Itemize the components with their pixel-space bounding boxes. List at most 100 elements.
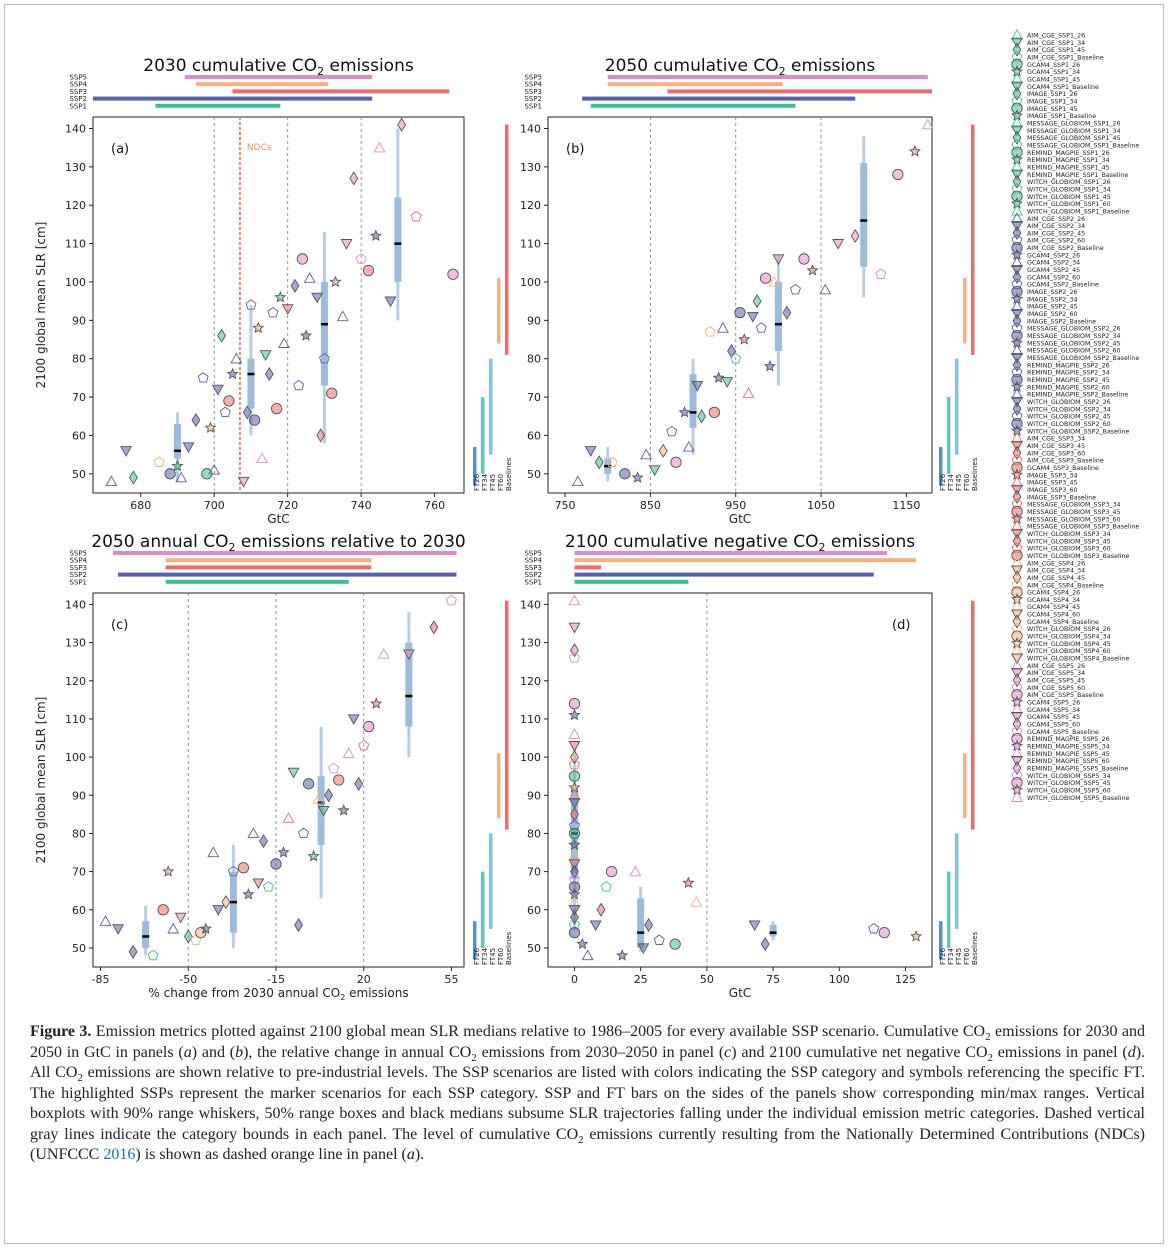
x-tick-label: -85 xyxy=(92,973,110,986)
data-point xyxy=(666,425,678,437)
data-point xyxy=(682,440,695,452)
legend-entry: IMAGE_SSP1_45 xyxy=(1027,106,1077,113)
data-point xyxy=(619,468,631,480)
legend-entry: WITCH_GLOBIOM_SSP5_Baseline xyxy=(1027,795,1129,802)
data-point xyxy=(182,442,195,454)
data-point xyxy=(337,804,350,816)
subscript: 2 xyxy=(77,1072,83,1085)
ft-bar xyxy=(481,871,485,948)
legend-entry: AIM_CGE_SSP3_Baseline xyxy=(1027,458,1104,465)
x-label-text: % change from 2030 annual CO xyxy=(148,986,340,1000)
data-point xyxy=(237,862,250,874)
data-point xyxy=(910,930,923,942)
ft-bar-label: Baselines xyxy=(505,457,513,491)
ft-bar-label: FT26 xyxy=(473,947,481,965)
y-tick-label: 110 xyxy=(65,238,86,251)
data-point xyxy=(712,371,725,384)
legend-entry: WITCH_GLOBIOM_SSP1_34 xyxy=(1027,186,1111,193)
caption-part: ) and ( xyxy=(191,1043,236,1061)
y-tick-label: 80 xyxy=(527,827,541,840)
legend-entry: AIM_CGE_SSP2_45 xyxy=(1027,230,1085,237)
ft-bar xyxy=(497,278,501,344)
y-tick-label: 130 xyxy=(65,637,86,650)
data-point xyxy=(648,465,661,477)
data-point xyxy=(570,910,579,925)
data-point xyxy=(369,229,382,242)
caption-part: emissions in panel ( xyxy=(993,1043,1128,1061)
data-point xyxy=(410,211,422,222)
data-point xyxy=(600,881,612,892)
caption-panel-ref: c xyxy=(724,1043,732,1061)
plot-frame xyxy=(92,592,465,968)
data-point xyxy=(1012,130,1022,145)
caption-part: ), the relative change in annual CO xyxy=(243,1043,472,1061)
panel-a: 2030 cumulative CO2 emissionsSSP5SSP4SSP… xyxy=(34,56,513,526)
caption-panel-ref: b xyxy=(235,1043,244,1061)
data-point xyxy=(1011,204,1023,216)
ft-bar-label: FT45 xyxy=(489,948,497,965)
y-tick-label: 140 xyxy=(65,123,86,136)
legend-entry: WITCH_GLOBIOM_SSP1_26 xyxy=(1027,179,1111,186)
data-point xyxy=(429,620,439,635)
legend-entry: WITCH_GLOBIOM_SSP4_Baseline xyxy=(1027,656,1129,663)
data-point xyxy=(868,923,880,934)
citation-link[interactable]: 2016 xyxy=(103,1146,136,1163)
data-point xyxy=(312,792,325,804)
y-tick-label: 100 xyxy=(65,276,86,289)
data-point xyxy=(570,750,579,765)
y-tick-label: 130 xyxy=(65,161,86,174)
data-point xyxy=(596,902,606,917)
data-point xyxy=(594,455,604,470)
data-point xyxy=(183,929,193,944)
data-point xyxy=(752,294,762,309)
y-tick-label: 70 xyxy=(527,866,541,879)
data-point xyxy=(716,321,729,333)
legend-entry: MESSAGE_GLOBIOM_SSP2_60 xyxy=(1027,348,1121,355)
data-point xyxy=(287,767,300,779)
legend-entry: GCAM4_SSP4_Baseline xyxy=(1027,619,1099,626)
data-point xyxy=(570,864,579,879)
ft-bar xyxy=(947,871,951,948)
legend-entry: GCAM4_SSP5_26 xyxy=(1027,700,1080,707)
data-point xyxy=(333,774,345,786)
subscript: 2 xyxy=(987,1051,994,1064)
ssp-bar xyxy=(574,565,601,570)
data-point xyxy=(644,917,654,933)
data-point xyxy=(1011,653,1023,665)
y-tick-label: 90 xyxy=(527,314,541,327)
data-point xyxy=(738,333,751,345)
box-iqr xyxy=(860,163,868,267)
caption-label: Figure 3. xyxy=(30,1023,92,1040)
data-point xyxy=(568,741,581,752)
y-tick-label: 140 xyxy=(520,598,541,611)
data-point xyxy=(875,268,887,279)
ssp-bar-label: SSP4 xyxy=(524,81,542,89)
legend-entry: WITCH_GLOBIOM_SSP5_34 xyxy=(1027,773,1111,780)
data-point xyxy=(293,379,305,391)
ssp-bar-label: SSP3 xyxy=(524,564,542,572)
data-point xyxy=(219,406,231,418)
ft-bar xyxy=(473,446,477,486)
ft-bar xyxy=(947,397,951,474)
legend-entry: AIM_CGE_SSP4_34 xyxy=(1027,568,1085,575)
legend-entry: IMAGE_SSP1_34 xyxy=(1027,98,1077,105)
legend-entry: AIM_CGE_SSP5_34 xyxy=(1027,670,1085,677)
x-axis-label: GtC xyxy=(729,512,751,526)
data-point xyxy=(197,372,209,383)
ft-bar-label: Baselines xyxy=(505,931,513,965)
data-point xyxy=(171,459,184,472)
legend-entry: REMIND_MAGPIE_SSP2_34 xyxy=(1027,370,1110,377)
legend-entry: MESSAGE_GLOBIOM_SSP2_Baseline xyxy=(1027,355,1139,362)
ft-bar xyxy=(963,278,967,344)
legend-entry: REMIND_MAGPIE_SSP5_34 xyxy=(1027,744,1110,751)
x-tick-label: 950 xyxy=(725,499,746,512)
legend: AIM_CGE_SSP1_26AIM_CGE_SSP1_34AIM_CGE_SS… xyxy=(1010,28,1139,802)
y-tick-label: 120 xyxy=(65,675,86,688)
x-tick-label: 1050 xyxy=(807,499,835,512)
data-point xyxy=(1012,86,1022,101)
data-point xyxy=(397,117,407,132)
x-tick-label: -50 xyxy=(179,973,197,986)
data-point xyxy=(267,306,279,318)
caption-part: ). All CO xyxy=(30,1043,1146,1082)
data-point xyxy=(355,253,367,264)
